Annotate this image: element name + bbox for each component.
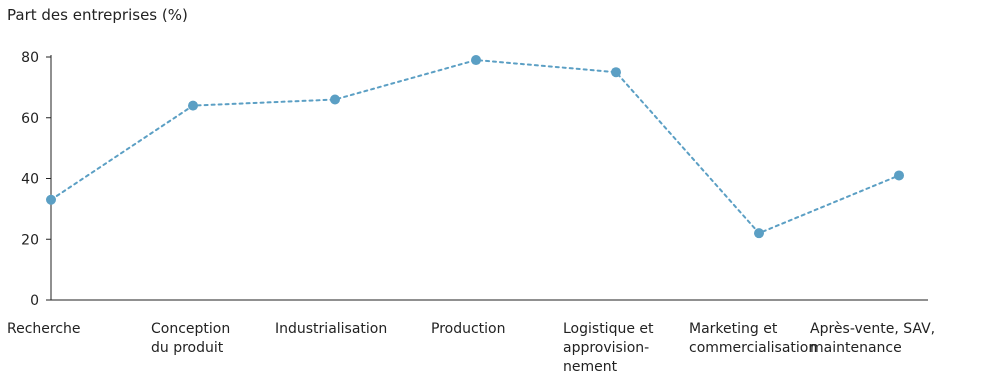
series-group <box>46 55 904 239</box>
x-category-labels: Recherche Conception du produit Industriali… <box>7 321 935 375</box>
data-point <box>754 228 764 239</box>
data-point <box>611 67 621 78</box>
data-point <box>188 100 198 111</box>
data-point <box>46 194 56 205</box>
x-category-label: Après-vente, SAV, maintenance <box>810 321 935 356</box>
data-point <box>330 94 340 105</box>
data-point <box>471 55 481 66</box>
series-line <box>50 59 900 235</box>
y-tick-label: 20 <box>21 232 39 248</box>
x-category-label: Conception du produit <box>151 321 230 356</box>
axes <box>50 55 928 301</box>
x-category-label: Production <box>431 321 505 337</box>
y-ticks: 0 20 40 60 80 <box>21 50 51 309</box>
data-point <box>894 170 904 181</box>
y-tick-label: 60 <box>21 111 39 127</box>
y-tick-label: 0 <box>30 293 39 309</box>
x-category-label: Logistique et approvision-nement <box>563 321 654 375</box>
y-axis-title: Part des entreprises (%) <box>7 6 188 24</box>
y-tick-label: 80 <box>21 50 39 66</box>
x-category-label: Marketing et commercialisation <box>689 321 817 356</box>
x-category-label: Recherche <box>7 321 81 337</box>
y-tick-label: 40 <box>21 172 39 188</box>
x-category-label: Industrialisation <box>275 321 387 337</box>
